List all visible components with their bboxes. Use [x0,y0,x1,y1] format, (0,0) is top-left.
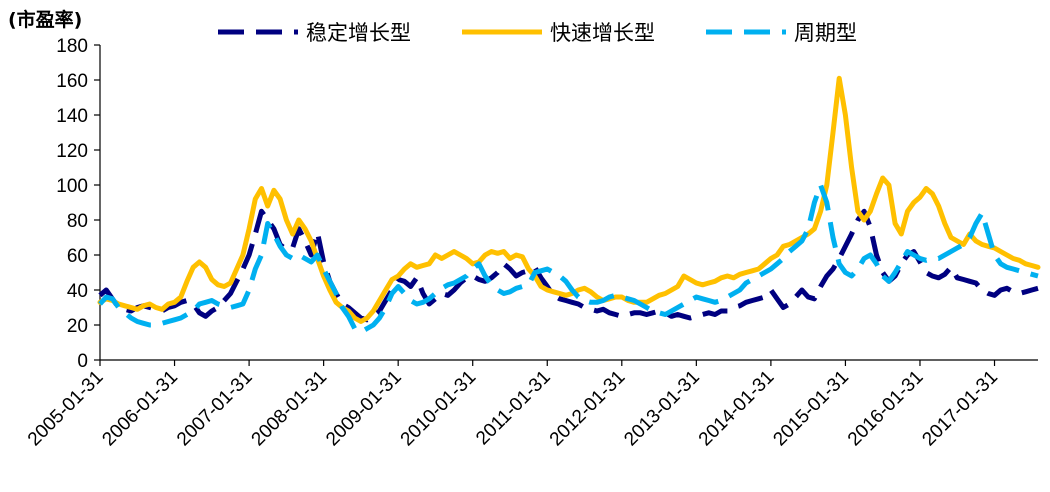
series-line-0 [98,208,1039,323]
y-tick-label: 40 [67,281,88,302]
y-tick-label: 20 [67,316,88,337]
x-tick-label: 2016-01-31 [844,367,928,451]
x-axis: 2005-01-312006-01-312007-01-312008-01-31… [24,359,1038,451]
y-tick-label: 0 [77,351,88,372]
x-tick-label: 2005-01-31 [24,367,108,451]
series-line-2 [98,182,1039,335]
series-layer [97,75,1041,335]
y-axis: 0 20 40 60 80 100 120 140 160 180 [56,36,101,372]
x-tick-label: 2008-01-31 [248,367,332,451]
y-tick-label: 180 [56,36,88,57]
x-tick-label: 2013-01-31 [620,367,704,451]
y-tick-label: 140 [56,106,88,127]
x-tick-label: 2012-01-31 [546,367,630,451]
y-tick-label: 80 [67,211,88,232]
x-tick-label: 2006-01-31 [98,367,182,451]
legend: 稳定增长型 快速增长型 周期型 [218,21,857,45]
y-axis-unit-label: (市盈率) [8,8,82,31]
legend-label-2: 周期型 [794,21,857,45]
legend-label-0: 稳定增长型 [306,21,411,45]
y-tick-label: 120 [56,141,88,162]
x-tick-label: 2017-01-31 [918,367,1002,451]
x-tick-label: 2009-01-31 [322,367,406,451]
x-tick-label: 2007-01-31 [173,367,257,451]
y-tick-label: 160 [56,71,88,92]
y-tick-label: 100 [56,176,88,197]
x-tick-label: 2015-01-31 [769,367,853,451]
y-tick-label: 60 [67,246,88,267]
x-tick-label: 2011-01-31 [472,367,555,450]
series-line-1 [97,75,1041,324]
legend-label-1: 快速增长型 [550,21,655,45]
x-tick-label: 2010-01-31 [397,367,481,451]
x-tick-label: 2014-01-31 [695,367,779,451]
